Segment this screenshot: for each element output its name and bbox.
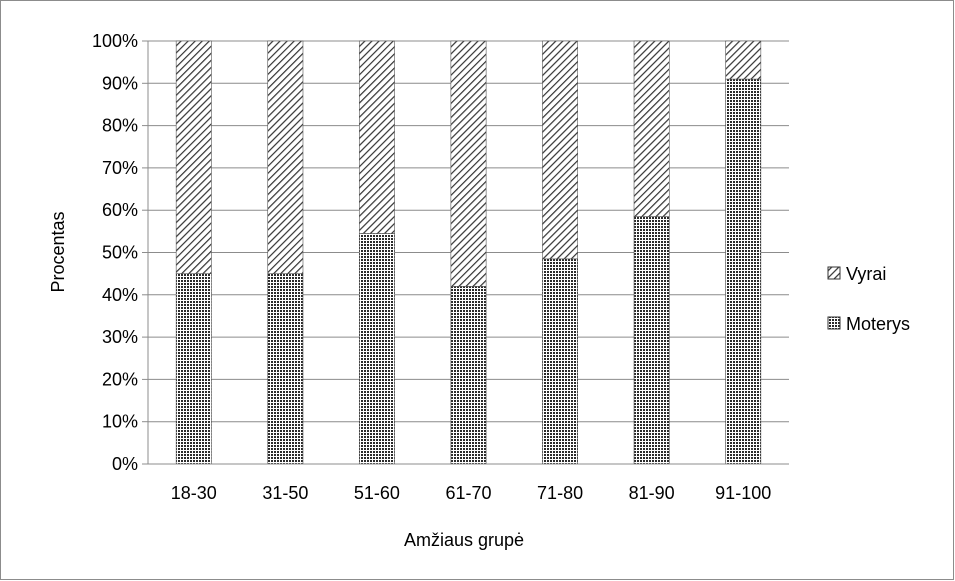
- y-tick-label: 40%: [102, 285, 138, 305]
- x-axis-title: Amžiaus grupė: [404, 530, 524, 550]
- x-tick-label: 31-50: [262, 483, 308, 503]
- bar-vyrai-81-90: [633, 40, 670, 217]
- bar-moterys-51-60: [358, 233, 395, 465]
- y-tick-labels: 0% 10% 20% 30% 40% 50% 60% 70% 80% 90% 100%: [92, 31, 138, 474]
- x-tick-label: 91-100: [715, 483, 771, 503]
- x-tick-labels: 18-30 31-50 51-60 61-70 71-80 81-90 91-100: [171, 483, 771, 503]
- y-tick-label: 90%: [102, 73, 138, 93]
- bar-vyrai-51-60: [358, 40, 395, 234]
- legend-label-vyrai: Vyrai: [846, 264, 886, 284]
- y-tick-label: 20%: [102, 369, 138, 389]
- bar-moterys-61-70: [450, 286, 487, 465]
- y-axis-title: Procentas: [48, 211, 68, 292]
- x-tick-label: 81-90: [629, 483, 675, 503]
- bar-moterys-18-30: [175, 273, 212, 465]
- bar-moterys-91-100: [725, 78, 762, 465]
- bar-moterys-71-80: [542, 258, 579, 465]
- y-tick-label: 80%: [102, 116, 138, 136]
- legend: Vyrai Moterys: [827, 264, 910, 334]
- y-tick-label: 50%: [102, 243, 138, 263]
- y-tick-label: 10%: [102, 412, 138, 432]
- bar-moterys-31-50: [267, 273, 304, 465]
- bars: [175, 40, 762, 465]
- y-tick-label: 100%: [92, 31, 138, 51]
- legend-label-moterys: Moterys: [846, 314, 910, 334]
- bar-vyrai-31-50: [267, 40, 304, 274]
- x-tick-label: 71-80: [537, 483, 583, 503]
- axes: [147, 41, 789, 465]
- bar-vyrai-18-30: [175, 40, 212, 274]
- bar-vyrai-61-70: [450, 40, 487, 287]
- x-tick-label: 51-60: [354, 483, 400, 503]
- y-tick-label: 70%: [102, 158, 138, 178]
- legend-swatch-vyrai: [827, 266, 841, 280]
- bar-vyrai-71-80: [542, 40, 579, 260]
- bar-vyrai-91-100: [725, 40, 762, 80]
- x-tick-label: 18-30: [171, 483, 217, 503]
- x-tick-label: 61-70: [445, 483, 491, 503]
- y-tick-label: 60%: [102, 200, 138, 220]
- legend-swatch-moterys: [827, 316, 841, 330]
- y-tick-label: 30%: [102, 327, 138, 347]
- bar-moterys-81-90: [633, 216, 670, 465]
- y-tick-label: 0%: [112, 454, 138, 474]
